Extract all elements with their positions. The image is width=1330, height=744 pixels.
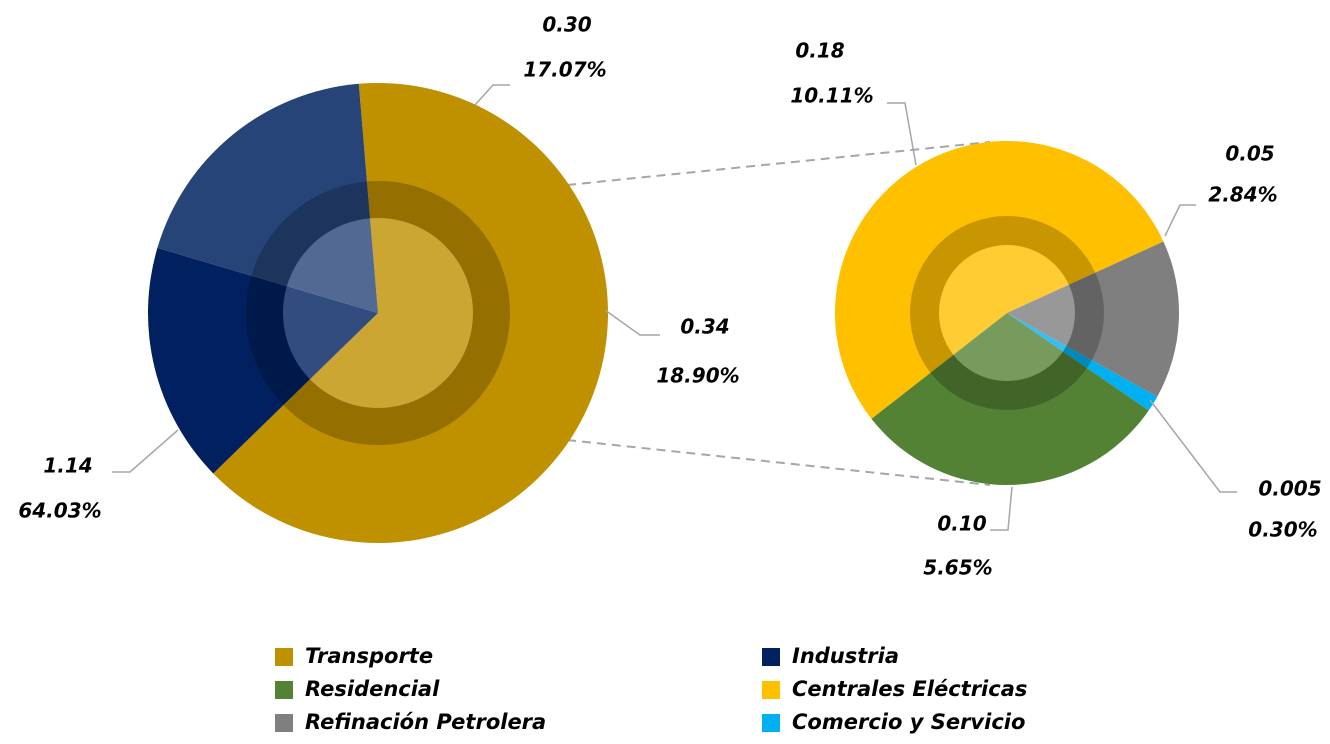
leader-line — [1164, 204, 1196, 237]
legend-swatch — [275, 681, 293, 699]
legend-swatch — [762, 714, 780, 732]
leader-line — [1149, 399, 1237, 493]
legend-swatch — [275, 714, 293, 732]
pie-slice — [147, 247, 378, 474]
leader-line — [474, 84, 510, 106]
data-label-percent: 0.30% — [1248, 518, 1317, 542]
pie-slice — [871, 313, 1149, 486]
data-label-value: 1.14 — [43, 454, 92, 478]
legend-label: Comercio y Servicio — [792, 710, 1025, 734]
legend-label: Centrales Eléctricas — [792, 677, 1027, 701]
data-label-value: 0.30 — [542, 13, 591, 37]
pie-slice — [157, 83, 378, 313]
legend-label: Transporte — [305, 644, 433, 668]
leader-line — [887, 102, 917, 166]
data-label-percent: 2.84% — [1208, 183, 1277, 207]
legend-label: Refinación Petrolera — [305, 710, 546, 734]
legend-label: Industria — [792, 644, 899, 668]
data-label-value: 0.05 — [1225, 142, 1274, 166]
data-label-percent: 5.65% — [923, 556, 992, 580]
legend-swatch — [275, 648, 293, 666]
data-label-percent: 64.03% — [18, 499, 101, 523]
leader-line — [112, 429, 179, 473]
data-label-value: 0.10 — [937, 512, 986, 536]
shade-center — [939, 245, 1075, 381]
shade-center — [283, 218, 473, 408]
shade-ring — [246, 181, 510, 445]
leader-line — [990, 486, 1013, 531]
connector-line — [566, 439, 991, 486]
data-label-value: 0.005 — [1258, 477, 1321, 501]
pie-slice — [1007, 313, 1158, 411]
legend-swatch — [762, 648, 780, 666]
pie-slice — [834, 140, 1164, 419]
connector-line — [566, 141, 991, 186]
data-label-percent: 18.90% — [656, 364, 739, 388]
pie-slice — [213, 82, 609, 543]
shade-ring — [910, 216, 1104, 410]
pie-slice — [1007, 241, 1179, 397]
data-label-percent: 17.07% — [523, 58, 606, 82]
legend-swatch — [762, 681, 780, 699]
data-label-value: 0.34 — [680, 315, 729, 339]
data-label-percent: 10.11% — [790, 84, 873, 108]
legend-label: Residencial — [305, 677, 440, 701]
leader-line — [604, 309, 660, 336]
data-label-value: 0.18 — [795, 39, 844, 63]
